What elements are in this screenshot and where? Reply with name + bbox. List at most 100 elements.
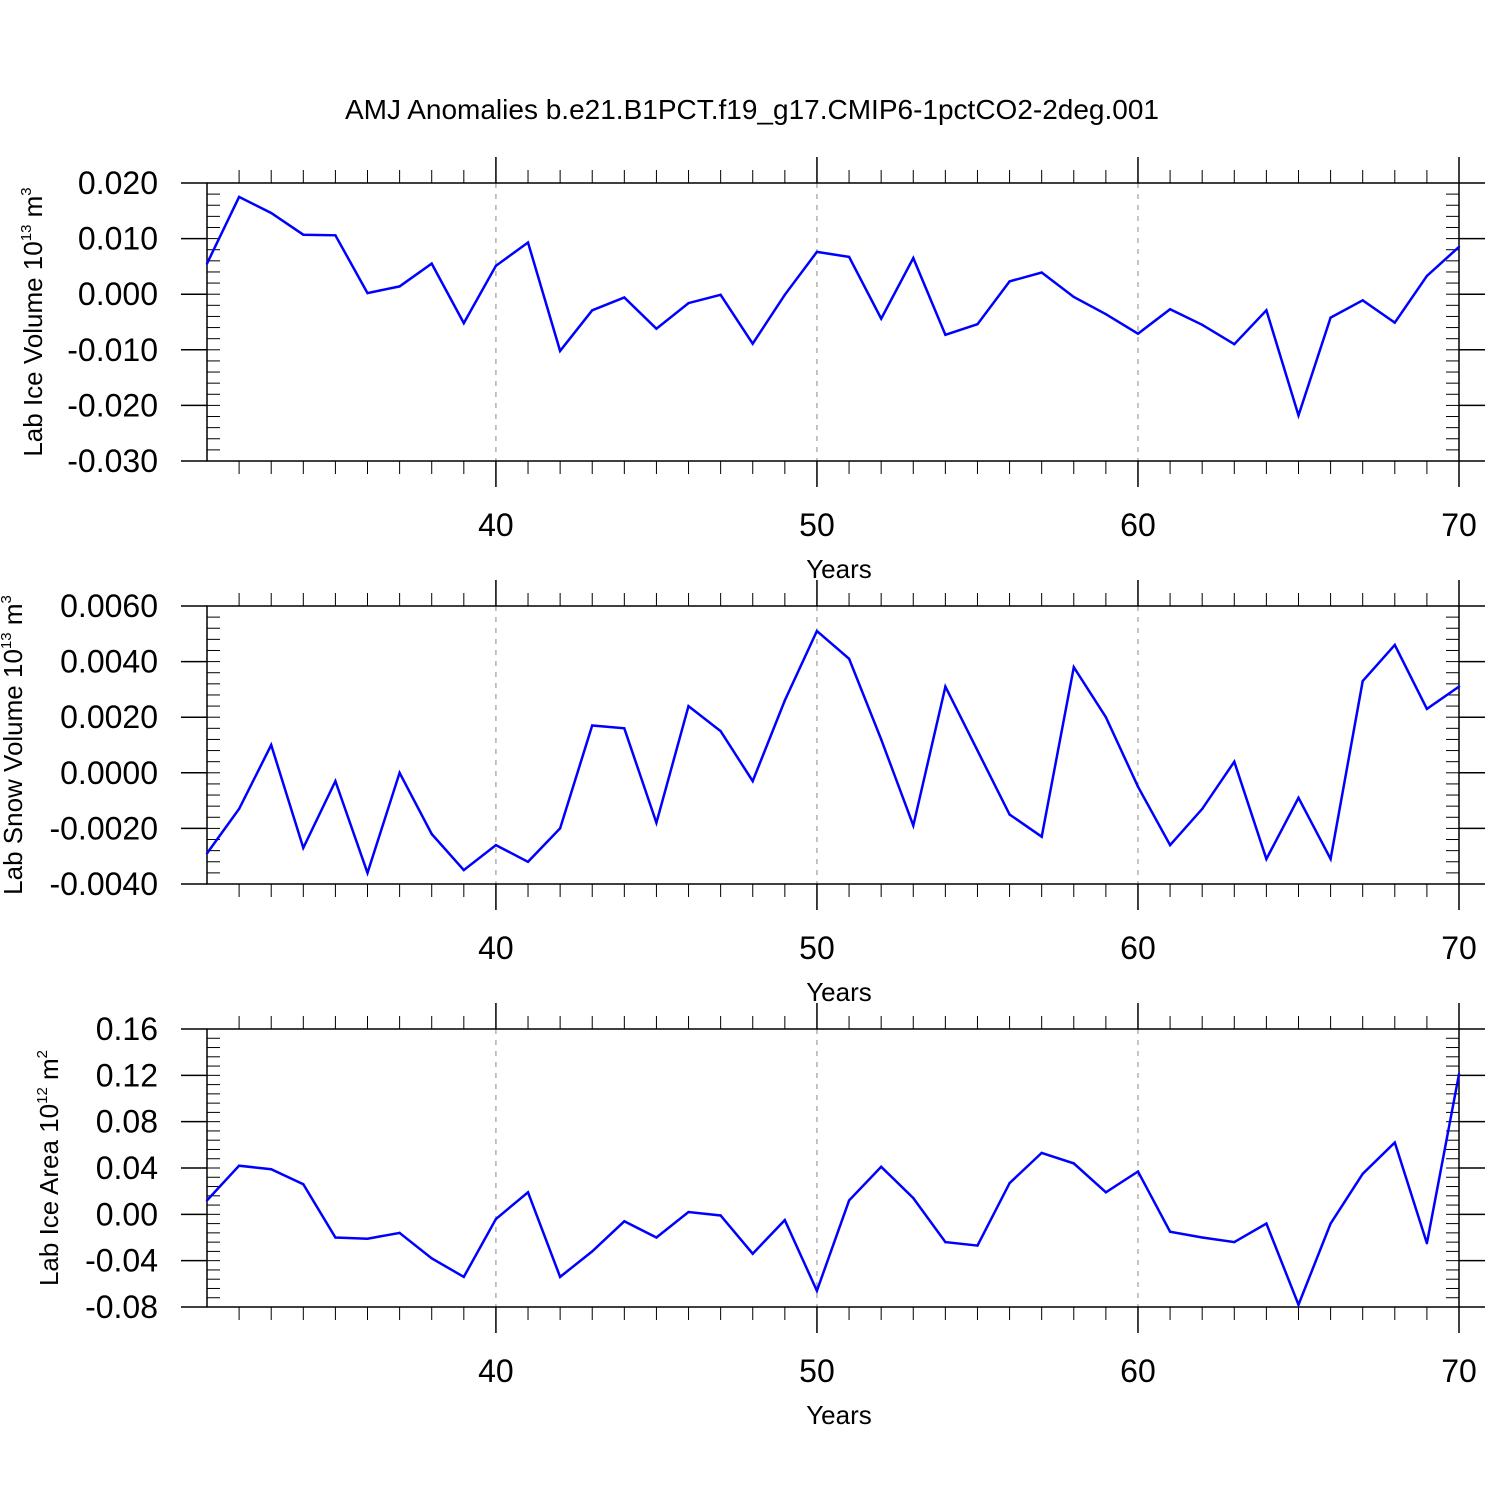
- x-axis-title: Years: [806, 977, 872, 1007]
- x-tick-label: 60: [1120, 930, 1156, 966]
- y-tick-label: -0.04: [85, 1243, 158, 1279]
- y-tick-label: 0.00: [96, 1196, 158, 1232]
- data-point: [334, 1236, 337, 1239]
- y-tick-label: -0.08: [85, 1289, 158, 1325]
- data-point: [270, 1167, 273, 1171]
- data-point: [719, 729, 722, 733]
- data-point: [1200, 807, 1204, 811]
- x-tick-label: 40: [478, 930, 514, 966]
- y-tick-label: 0.0000: [60, 755, 158, 791]
- data-point: [1168, 308, 1172, 311]
- chart-panel-2: 40 50 60 70 0.0060 0.0040 0.0020 0.0000 -0.0020 -…: [0, 580, 1485, 1007]
- data-point: [815, 1289, 819, 1292]
- data-point: [1233, 760, 1236, 763]
- data-point: [1233, 1240, 1236, 1244]
- series-line: [205, 628, 1460, 877]
- data-point: [976, 1244, 979, 1247]
- y-tick-label: 0.08: [96, 1104, 158, 1140]
- data-point: [719, 293, 722, 296]
- data-point: [783, 1218, 787, 1222]
- data-point: [623, 1220, 626, 1223]
- data-point: [237, 1164, 241, 1167]
- data-point: [1233, 343, 1236, 346]
- data-point: [270, 211, 273, 215]
- data-point: [430, 832, 433, 836]
- data-point: [655, 1236, 658, 1239]
- y-axis-title-text: Lab Ice Volume 10: [18, 241, 48, 456]
- y-tick-label: -0.010: [67, 332, 158, 368]
- data-point: [1072, 665, 1075, 669]
- data-point: [1297, 414, 1300, 417]
- y-axis-title-exponent: 13: [0, 632, 15, 649]
- y-tick-label: -0.0020: [49, 810, 158, 846]
- data-point: [1425, 274, 1429, 278]
- data-point: [655, 821, 658, 825]
- data-point: [205, 852, 209, 855]
- data-point: [1040, 835, 1043, 838]
- data-point: [462, 1275, 466, 1279]
- data-point: [1457, 1072, 1461, 1076]
- y-tick-label: 0.000: [78, 276, 158, 312]
- x-tick-label: 50: [799, 507, 835, 543]
- x-tick-label: 50: [799, 1353, 835, 1389]
- data-point: [1393, 1141, 1396, 1144]
- data-point: [1136, 785, 1140, 788]
- data-point: [1072, 1162, 1075, 1165]
- data-point: [976, 749, 979, 752]
- data-point: [1168, 843, 1172, 847]
- y-axis-title-unit: m: [34, 1058, 64, 1087]
- data-point: [591, 1250, 594, 1253]
- data-point: [655, 327, 658, 330]
- data-point: [494, 1217, 498, 1221]
- data-point: [270, 743, 273, 747]
- data-point: [1200, 323, 1204, 326]
- data-point: [398, 285, 401, 288]
- x-tick-label: 40: [478, 507, 514, 543]
- data-point: [366, 1237, 369, 1240]
- data-point: [1265, 857, 1268, 861]
- y-axis-title: Lab Snow Volume 1013 m3: [0, 595, 28, 895]
- data-point: [847, 657, 851, 661]
- y-axis-title-unit: m: [0, 604, 28, 633]
- data-point: [944, 685, 947, 688]
- y-axis-title-unit: m: [18, 196, 48, 225]
- data-point: [1008, 1181, 1011, 1185]
- x-tick-label: 70: [1441, 507, 1477, 543]
- data-point: [912, 824, 915, 827]
- data-point: [944, 1240, 947, 1244]
- data-point: [623, 296, 626, 299]
- data-point: [1040, 1151, 1043, 1155]
- data-point: [1425, 707, 1429, 711]
- data-point: [1104, 716, 1108, 719]
- y-tick-label: 0.0060: [60, 588, 158, 624]
- data-point: [1008, 280, 1011, 283]
- x-tick-label: 50: [799, 930, 835, 966]
- x-tick-label: 60: [1120, 1353, 1156, 1389]
- chart-panel-1: 40 50 60 70 0.020 0.010 0.000 -0.010 -0.020 -0.03…: [18, 157, 1485, 584]
- y-axis-title: Lab Ice Area 1012 m2: [34, 1050, 64, 1286]
- y-axis-title-text: Lab Ice Area 10: [34, 1104, 64, 1286]
- y-axis-title: Lab Ice Volume 1013 m3: [18, 187, 48, 456]
- data-point: [783, 699, 787, 702]
- data-point: [237, 195, 241, 199]
- data-point: [237, 807, 241, 811]
- x-axis-title: Years: [806, 1400, 872, 1430]
- data-point: [976, 323, 979, 326]
- x-tick-label: 40: [478, 1353, 514, 1389]
- y-axis-title-unit-exponent: 2: [34, 1050, 51, 1058]
- y-axis-title-exponent: 13: [18, 225, 35, 242]
- data-point: [751, 342, 754, 345]
- data-point: [1361, 679, 1364, 683]
- y-tick-label: -0.030: [67, 443, 158, 479]
- data-point: [526, 860, 530, 863]
- data-point: [687, 301, 690, 305]
- plot-frame: [206, 182, 1460, 462]
- x-axis-title: Years: [806, 554, 872, 584]
- x-tick-label: 70: [1441, 930, 1477, 966]
- series-line: [205, 195, 1460, 420]
- data-point: [1457, 245, 1461, 249]
- data-point: [687, 704, 690, 708]
- data-point: [366, 871, 369, 875]
- y-tick-label: -0.020: [67, 387, 158, 423]
- data-point: [1393, 643, 1396, 647]
